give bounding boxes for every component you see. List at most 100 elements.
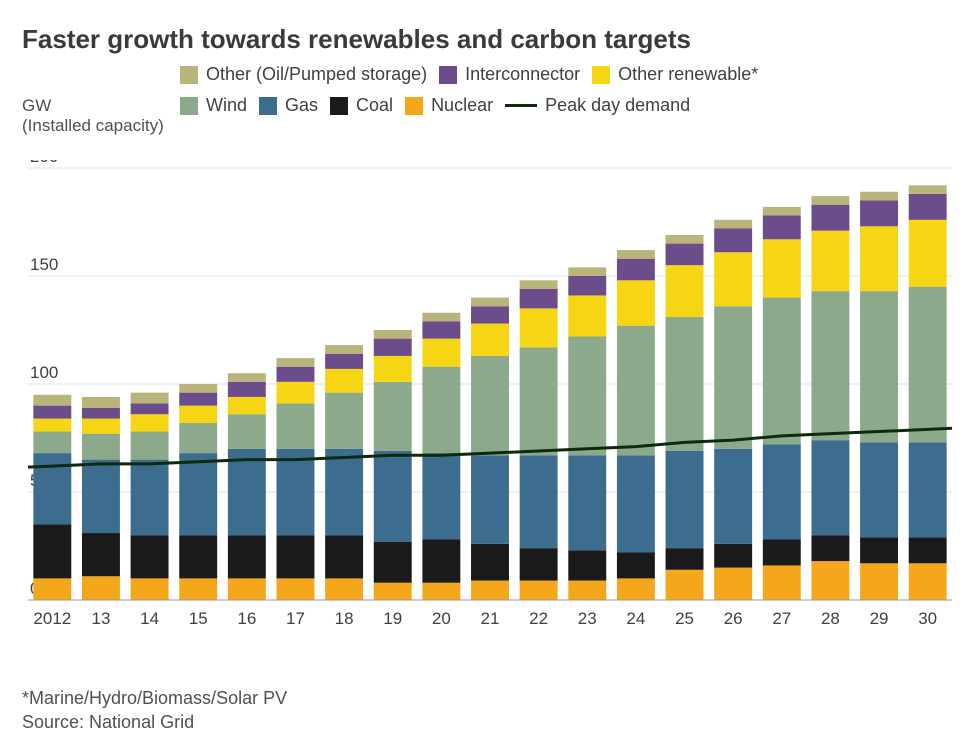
bar-gas bbox=[82, 460, 120, 533]
bar-interconnector bbox=[325, 354, 363, 369]
x-tick-label: 18 bbox=[335, 609, 354, 628]
bar-other_renewable bbox=[277, 382, 315, 404]
bar-gas bbox=[325, 449, 363, 535]
bar-other_renewable bbox=[568, 295, 606, 336]
bar-nuclear bbox=[33, 578, 71, 600]
bar-nuclear bbox=[374, 583, 412, 600]
bar-nuclear bbox=[714, 568, 752, 600]
legend: Other (Oil/Pumped storage) Interconnector… bbox=[180, 64, 940, 126]
x-tick-label: 29 bbox=[870, 609, 889, 628]
bar-other_renewable bbox=[325, 369, 363, 393]
bar-nuclear bbox=[666, 570, 704, 600]
bar-gas bbox=[33, 453, 71, 524]
bar-coal bbox=[33, 524, 71, 578]
y-tick-label: 150 bbox=[30, 255, 58, 274]
bar-other_renewable bbox=[82, 419, 120, 434]
bar-other_renewable bbox=[131, 414, 169, 431]
bar-coal bbox=[131, 535, 169, 578]
bar-nuclear bbox=[811, 561, 849, 600]
legend-swatch bbox=[180, 97, 198, 115]
bar-wind bbox=[860, 291, 898, 442]
bar-wind bbox=[617, 326, 655, 456]
x-tick-label: 22 bbox=[529, 609, 548, 628]
legend-item: Nuclear bbox=[405, 95, 493, 116]
bar-other_renewable bbox=[617, 280, 655, 325]
bar-other bbox=[374, 330, 412, 339]
bar-interconnector bbox=[666, 244, 704, 266]
bar-other bbox=[811, 196, 849, 205]
x-tick-label: 30 bbox=[918, 609, 937, 628]
legend-swatch bbox=[259, 97, 277, 115]
bar-gas bbox=[763, 444, 801, 539]
bar-other bbox=[666, 235, 704, 244]
y-tick-label: 100 bbox=[30, 363, 58, 382]
bar-other_renewable bbox=[666, 265, 704, 317]
legend-item: Gas bbox=[259, 95, 318, 116]
bar-nuclear bbox=[228, 578, 266, 600]
bar-gas bbox=[811, 440, 849, 535]
bar-gas bbox=[568, 455, 606, 550]
x-tick-label: 27 bbox=[772, 609, 791, 628]
chart-frame: Faster growth towards renewables and car… bbox=[0, 0, 976, 735]
bar-nuclear bbox=[763, 565, 801, 600]
bar-nuclear bbox=[131, 578, 169, 600]
bar-gas bbox=[617, 455, 655, 552]
bar-other_renewable bbox=[714, 252, 752, 306]
y-axis-label: GW (Installed capacity) bbox=[22, 96, 164, 137]
bar-interconnector bbox=[860, 200, 898, 226]
bar-gas bbox=[471, 455, 509, 544]
bar-other bbox=[179, 384, 217, 393]
bar-nuclear bbox=[325, 578, 363, 600]
bar-interconnector bbox=[131, 403, 169, 414]
legend-label: Nuclear bbox=[431, 95, 493, 116]
bar-nuclear bbox=[860, 563, 898, 600]
x-tick-label: 15 bbox=[189, 609, 208, 628]
legend-item: Peak day demand bbox=[505, 95, 690, 116]
bar-coal bbox=[277, 535, 315, 578]
bar-wind bbox=[82, 434, 120, 460]
bar-wind bbox=[811, 291, 849, 440]
bar-other bbox=[471, 298, 509, 307]
bar-coal bbox=[471, 544, 509, 581]
bar-interconnector bbox=[471, 306, 509, 323]
legend-label: Interconnector bbox=[465, 64, 580, 85]
bar-other_renewable bbox=[33, 419, 71, 432]
bar-gas bbox=[228, 449, 266, 535]
chart-title: Faster growth towards renewables and car… bbox=[22, 24, 954, 55]
bar-wind bbox=[33, 432, 71, 454]
bar-wind bbox=[131, 432, 169, 460]
legend-swatch bbox=[330, 97, 348, 115]
bar-interconnector bbox=[374, 339, 412, 356]
bar-other bbox=[422, 313, 460, 322]
bar-interconnector bbox=[714, 228, 752, 252]
legend-label: Other (Oil/Pumped storage) bbox=[206, 64, 427, 85]
bar-wind bbox=[325, 393, 363, 449]
bar-interconnector bbox=[179, 393, 217, 406]
x-tick-label: 26 bbox=[724, 609, 743, 628]
x-tick-label: 17 bbox=[286, 609, 305, 628]
legend-row: Other (Oil/Pumped storage) Interconnector… bbox=[180, 64, 940, 85]
bar-coal bbox=[374, 542, 412, 583]
bar-interconnector bbox=[909, 194, 947, 220]
bar-gas bbox=[520, 455, 558, 548]
bar-interconnector bbox=[33, 406, 71, 419]
bar-gas bbox=[714, 449, 752, 544]
bar-other bbox=[520, 280, 558, 289]
bar-wind bbox=[228, 414, 266, 449]
legend-item: Other (Oil/Pumped storage) bbox=[180, 64, 427, 85]
bar-other bbox=[860, 192, 898, 201]
bar-wind bbox=[374, 382, 412, 451]
bar-wind bbox=[471, 356, 509, 455]
legend-swatch bbox=[180, 66, 198, 84]
bar-other bbox=[909, 185, 947, 194]
legend-label: Peak day demand bbox=[545, 95, 690, 116]
bar-interconnector bbox=[422, 321, 460, 338]
bar-gas bbox=[422, 453, 460, 539]
bar-interconnector bbox=[617, 259, 655, 281]
x-tick-label: 19 bbox=[383, 609, 402, 628]
bar-gas bbox=[179, 453, 217, 535]
bar-other_renewable bbox=[909, 220, 947, 287]
bar-coal bbox=[325, 535, 363, 578]
legend-row: WindGasCoalNuclearPeak day demand bbox=[180, 95, 940, 116]
legend-item: Coal bbox=[330, 95, 393, 116]
